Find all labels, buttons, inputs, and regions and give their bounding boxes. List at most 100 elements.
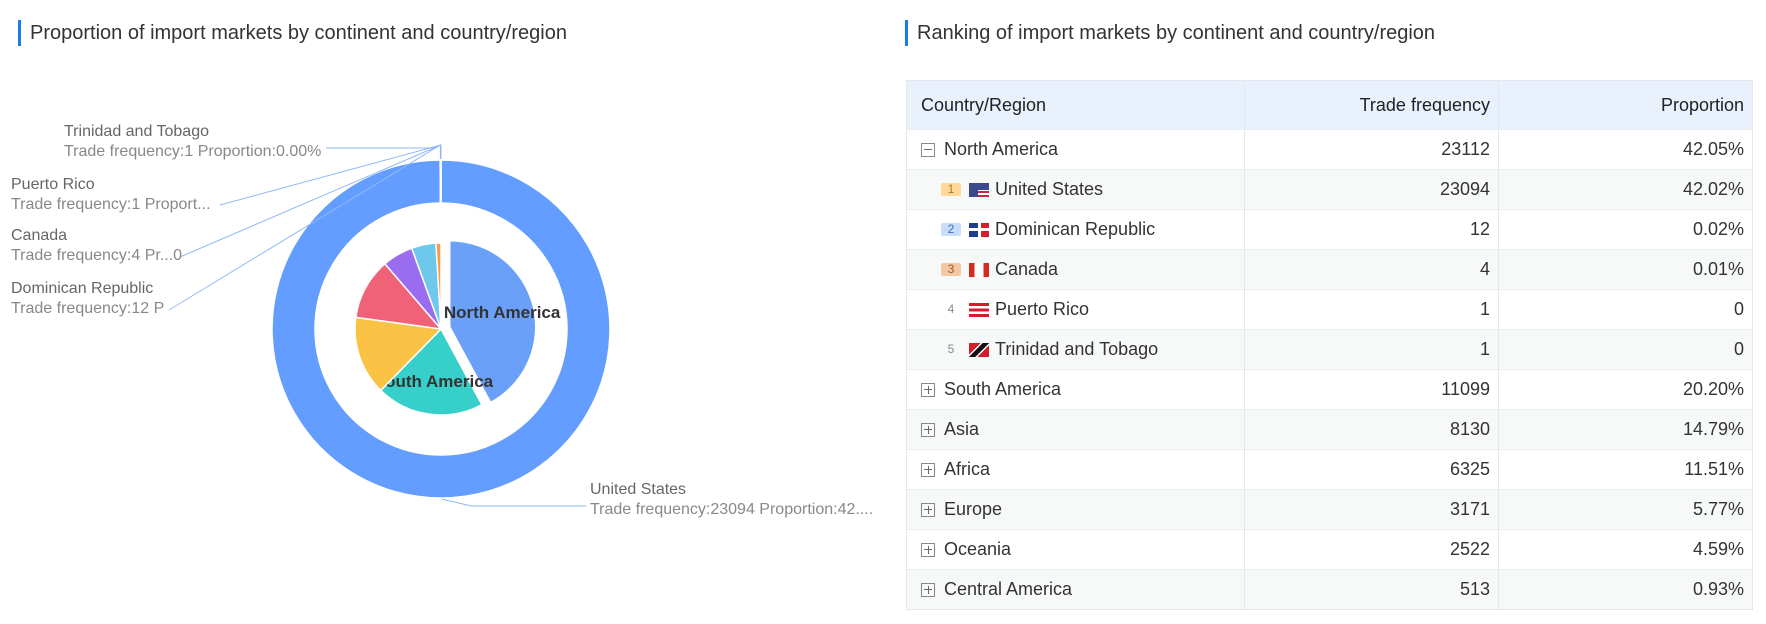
header-row: Country/Region Trade frequency Proportion bbox=[907, 81, 1752, 129]
frequency-cell: 11099 bbox=[1245, 370, 1499, 409]
rank-badge: 3 bbox=[941, 263, 961, 276]
expand-toggle[interactable] bbox=[921, 382, 935, 397]
expand-toggle[interactable] bbox=[921, 582, 935, 597]
table-row: 3 Canada 4 0.01% bbox=[907, 249, 1752, 289]
region-name: Asia bbox=[944, 419, 980, 439]
table-title: Ranking of import markets by continent a… bbox=[905, 20, 1435, 46]
callout-name: Puerto Rico bbox=[11, 176, 95, 193]
column-header: Trade frequency bbox=[1245, 81, 1499, 129]
frequency-cell: 6325 bbox=[1245, 450, 1499, 489]
proportion-cell: 42.05% bbox=[1682, 139, 1744, 159]
expand-toggle[interactable] bbox=[921, 502, 935, 517]
proportion-cell: 0 bbox=[1733, 299, 1744, 319]
name-cell: Africa bbox=[907, 450, 1245, 489]
rank-badge: 2 bbox=[941, 223, 961, 236]
inner-slice bbox=[448, 240, 537, 404]
table-row: Asia 8130 14.79% bbox=[907, 409, 1752, 449]
inner-slice bbox=[435, 242, 442, 330]
name-cell: North America bbox=[907, 130, 1245, 169]
table-row: 1 United States 23094 42.02% bbox=[907, 169, 1752, 209]
proportion-cell: 5.77% bbox=[1692, 499, 1744, 519]
expand-toggle[interactable] bbox=[921, 142, 935, 157]
name-cell: Europe bbox=[907, 490, 1245, 529]
callout-detail: Trade frequency:1 Proport... bbox=[11, 196, 211, 213]
name-cell: Asia bbox=[907, 410, 1245, 449]
table-row: Central America 513 0.93% bbox=[907, 569, 1752, 609]
region-name: Dominican Republic bbox=[995, 219, 1156, 239]
flag-icon bbox=[969, 302, 989, 317]
region-name: Trinidad and Tobago bbox=[995, 339, 1159, 359]
table-row: Africa 6325 11.51% bbox=[907, 449, 1752, 489]
frequency-cell: 1 bbox=[1245, 330, 1499, 369]
chart: North America South America United States T… bbox=[11, 123, 873, 518]
proportion-cell: 0.93% bbox=[1692, 579, 1744, 599]
callout-name: United States bbox=[590, 481, 686, 498]
table-row: Europe 3171 5.77% bbox=[907, 489, 1752, 529]
name-cell: 5 Trinidad and Tobago bbox=[907, 330, 1245, 369]
proportion-cell: 4.59% bbox=[1692, 539, 1744, 559]
region-name: Europe bbox=[944, 499, 1003, 519]
rank-badge: 5 bbox=[947, 342, 955, 356]
chart-title: Proportion of import markets by continen… bbox=[18, 20, 567, 46]
rank-badge: 1 bbox=[941, 183, 961, 196]
inner-label: North America bbox=[444, 303, 561, 322]
inner-slice bbox=[379, 327, 483, 416]
name-cell: 1 United States bbox=[907, 170, 1245, 209]
region-name: Africa bbox=[944, 459, 991, 479]
callout-name: Trinidad and Tobago bbox=[64, 123, 209, 140]
region-name: United States bbox=[995, 179, 1104, 199]
name-cell: South America bbox=[907, 370, 1245, 409]
frequency-cell: 2522 bbox=[1245, 530, 1499, 569]
table-row: Oceania 2522 4.59% bbox=[907, 529, 1752, 569]
leader-line bbox=[326, 144, 442, 160]
flag-icon bbox=[969, 222, 989, 237]
region-name: South America bbox=[944, 379, 1062, 399]
frequency-cell: 8130 bbox=[1245, 410, 1499, 449]
flag-icon bbox=[969, 262, 989, 277]
outer-slice bbox=[271, 159, 611, 499]
callout-detail: Trade frequency:12 P bbox=[11, 300, 164, 317]
region-name: Central America bbox=[944, 579, 1073, 599]
region-name: Oceania bbox=[944, 539, 1012, 559]
callout-name: Dominican Republic bbox=[11, 280, 153, 297]
rank-badge: 4 bbox=[947, 302, 955, 316]
table-row: North America 23112 42.05% bbox=[907, 129, 1752, 169]
proportion-cell: 42.02% bbox=[1682, 179, 1744, 199]
frequency-cell: 513 bbox=[1245, 570, 1499, 609]
frequency-cell: 23112 bbox=[1245, 130, 1499, 169]
inner-slice bbox=[354, 262, 443, 331]
column-header: Country/Region bbox=[907, 81, 1245, 129]
proportion-cell: 20.20% bbox=[1682, 379, 1744, 399]
name-cell: 4 Puerto Rico bbox=[907, 290, 1245, 329]
proportion-cell: 0 bbox=[1733, 339, 1744, 359]
frequency-cell: 3171 bbox=[1245, 490, 1499, 529]
region-name: North America bbox=[944, 139, 1059, 159]
name-cell: 2 Dominican Republic bbox=[907, 210, 1245, 249]
expand-toggle[interactable] bbox=[921, 542, 935, 557]
expand-toggle[interactable] bbox=[921, 422, 935, 437]
flag-icon bbox=[969, 342, 989, 357]
proportion-cell: 0.01% bbox=[1692, 259, 1744, 279]
table-row: South America 11099 20.20% bbox=[907, 369, 1752, 409]
flag-icon bbox=[969, 182, 989, 197]
region-name: Puerto Rico bbox=[995, 299, 1090, 319]
table-row: 4 Puerto Rico 1 0 bbox=[907, 289, 1752, 329]
callout-name: Canada bbox=[11, 227, 67, 244]
callout-detail: Trade frequency:4 Pr...0 bbox=[11, 247, 182, 264]
frequency-cell: 23094 bbox=[1245, 170, 1499, 209]
name-cell: 3 Canada bbox=[907, 250, 1245, 289]
inner-label: South America bbox=[374, 372, 494, 391]
table-row: 2 Dominican Republic 12 0.02% bbox=[907, 209, 1752, 249]
expand-toggle[interactable] bbox=[921, 462, 935, 477]
callout-detail: Trade frequency:23094 Proportion:42.... bbox=[590, 501, 873, 518]
name-cell: Oceania bbox=[907, 530, 1245, 569]
frequency-cell: 4 bbox=[1245, 250, 1499, 289]
column-header: Proportion bbox=[1660, 94, 1744, 115]
leader-line bbox=[441, 498, 586, 507]
inner-slice bbox=[354, 316, 443, 392]
frequency-cell: 1 bbox=[1245, 290, 1499, 329]
frequency-cell: 12 bbox=[1245, 210, 1499, 249]
table-row: 5 Trinidad and Tobago 1 0 bbox=[907, 329, 1752, 369]
proportion-cell: 11.51% bbox=[1684, 459, 1744, 479]
